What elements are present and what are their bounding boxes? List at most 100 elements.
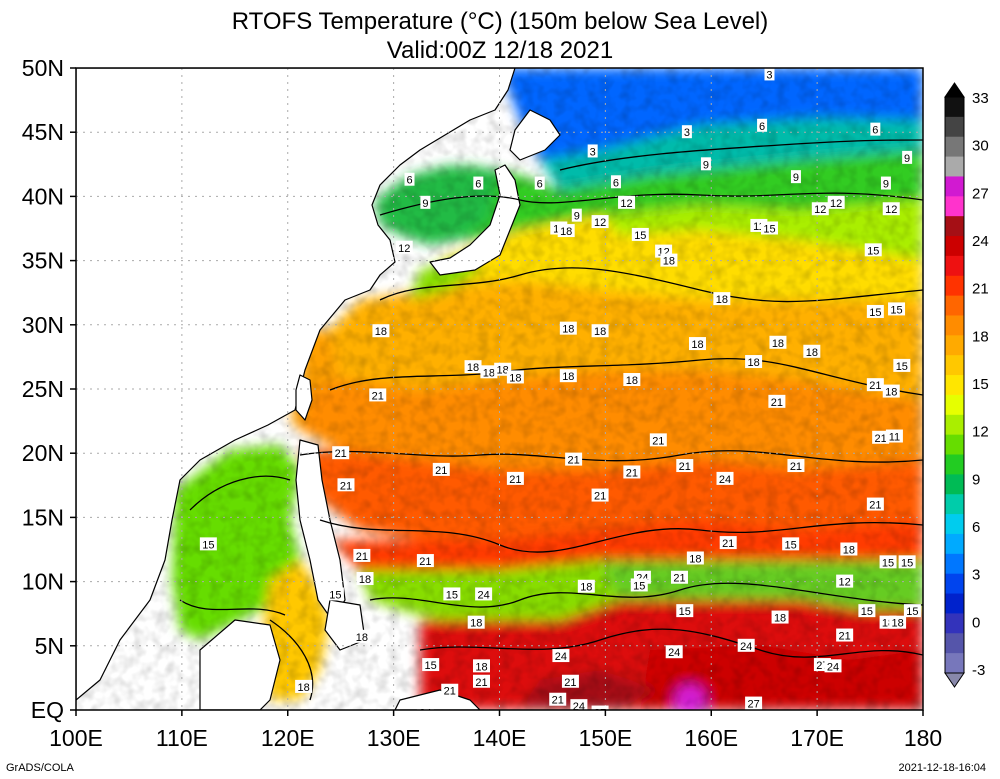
colorbar-swatch: [945, 454, 964, 475]
svg-text:21: 21: [372, 390, 384, 402]
colorbar-swatch: [945, 533, 964, 555]
colorbar-label: 33: [972, 90, 989, 107]
svg-text:12: 12: [839, 577, 851, 589]
latitude-label: 40N: [22, 183, 64, 209]
svg-text:18: 18: [560, 226, 572, 238]
svg-text:18: 18: [497, 365, 509, 377]
ocean-temperature-field: 3366399996666912121212912111815111512121…: [76, 68, 923, 710]
latitude-label: 35N: [22, 248, 64, 274]
footer-timestamp: 2021-12-18-16:04: [898, 762, 986, 774]
contour-label: 15: [422, 658, 440, 672]
contour-label: 15: [879, 555, 897, 569]
contour-label: 18: [769, 335, 787, 350]
svg-text:21: 21: [509, 474, 521, 486]
svg-text:21: 21: [790, 461, 802, 473]
svg-text:18: 18: [375, 326, 387, 338]
contour-label: 12: [836, 574, 854, 589]
contour-label: 15: [199, 537, 217, 551]
contour-label: 24: [552, 649, 570, 663]
colorbar-swatch: [945, 216, 964, 237]
contour-label: 18: [745, 355, 763, 369]
contour-label: 15: [903, 604, 921, 618]
svg-text:9: 9: [574, 211, 580, 223]
contour-label: 21: [670, 570, 688, 585]
contour-label: 21: [768, 394, 786, 409]
svg-text:21: 21: [444, 686, 456, 698]
contour-label: 21: [719, 536, 737, 550]
contour-label: 9: [700, 157, 711, 171]
svg-text:21: 21: [564, 677, 576, 689]
svg-text:21: 21: [340, 480, 352, 492]
svg-text:3: 3: [684, 127, 690, 139]
colorbar-label: 0: [972, 614, 980, 631]
colorbar-swatch: [945, 335, 964, 356]
colorbar-label: 30: [972, 138, 989, 155]
contour-label: 18: [591, 324, 609, 338]
latitude-axis: 50N 45N 40N 35N 30N 25N 20N 15N 10N 5N EQ: [22, 55, 76, 723]
contour-label: 21: [332, 446, 350, 460]
colorbar-swatch: [945, 355, 964, 376]
svg-text:21: 21: [335, 448, 347, 460]
colorbar-swatch: [945, 573, 964, 595]
contour-label: 18: [372, 324, 390, 338]
contour-label: 18: [840, 542, 858, 557]
svg-text:21: 21: [722, 538, 734, 550]
svg-text:15: 15: [329, 589, 341, 601]
svg-text:21: 21: [356, 551, 368, 563]
contour-label: 21: [565, 452, 583, 467]
svg-text:12: 12: [398, 243, 410, 255]
svg-text:11: 11: [889, 432, 900, 444]
svg-text:24: 24: [740, 641, 752, 653]
svg-text:18: 18: [806, 347, 818, 359]
contour-label: 9: [571, 208, 582, 223]
svg-text:15: 15: [867, 245, 879, 257]
svg-text:18: 18: [483, 367, 495, 379]
contour-label: 21: [369, 388, 387, 402]
contour-label: 18: [473, 659, 491, 673]
temperature-contours: [179, 139, 923, 701]
svg-text:15: 15: [901, 557, 913, 569]
colorbar-swatch: [945, 275, 964, 297]
land-masses: [76, 68, 561, 710]
contour-label: 21: [836, 628, 854, 643]
svg-text:9: 9: [703, 159, 709, 171]
contour-label: 11: [885, 429, 903, 444]
contour-label: 21: [337, 478, 355, 492]
svg-text:12: 12: [594, 217, 606, 229]
colorbar-label: 12: [972, 424, 989, 441]
contour-label: 3: [681, 125, 692, 139]
colorbar-swatch: [945, 156, 964, 177]
colorbar-swatch: [945, 474, 964, 495]
longitude-label: 140E: [473, 725, 527, 751]
svg-text:18: 18: [843, 545, 855, 557]
contour-label: 21: [787, 459, 805, 473]
svg-text:18: 18: [356, 632, 368, 644]
longitude-label: 110E: [156, 725, 208, 751]
contour-label: 18: [771, 610, 789, 625]
latitude-label: 25N: [22, 376, 64, 402]
contour-label: 24: [416, 705, 434, 710]
contour-label: 15: [760, 221, 778, 236]
map-grid: [76, 68, 923, 710]
svg-text:18: 18: [562, 324, 574, 336]
colorbar-swatch: [945, 116, 964, 138]
longitude-label: 130E: [367, 725, 421, 751]
colorbar-min-arrow: [944, 672, 965, 688]
svg-text:6: 6: [872, 125, 878, 137]
svg-text:15: 15: [763, 224, 775, 236]
svg-text:18: 18: [691, 339, 703, 351]
contour-label: 15: [326, 587, 344, 601]
colorbar-swatch: [945, 414, 964, 436]
latitude-label: 30N: [22, 312, 64, 338]
contour-label: 27: [591, 705, 609, 710]
contour-label: 21: [866, 378, 884, 392]
longitude-label: 160E: [684, 725, 738, 751]
contour-label: 3: [764, 68, 775, 81]
svg-text:18: 18: [747, 357, 759, 369]
colorbar-swatch: [945, 494, 964, 515]
colorbar-swatch: [945, 315, 964, 336]
contour-label: 24: [824, 659, 842, 673]
contour-label: 18: [356, 572, 374, 586]
contour-label: 18: [889, 615, 907, 630]
